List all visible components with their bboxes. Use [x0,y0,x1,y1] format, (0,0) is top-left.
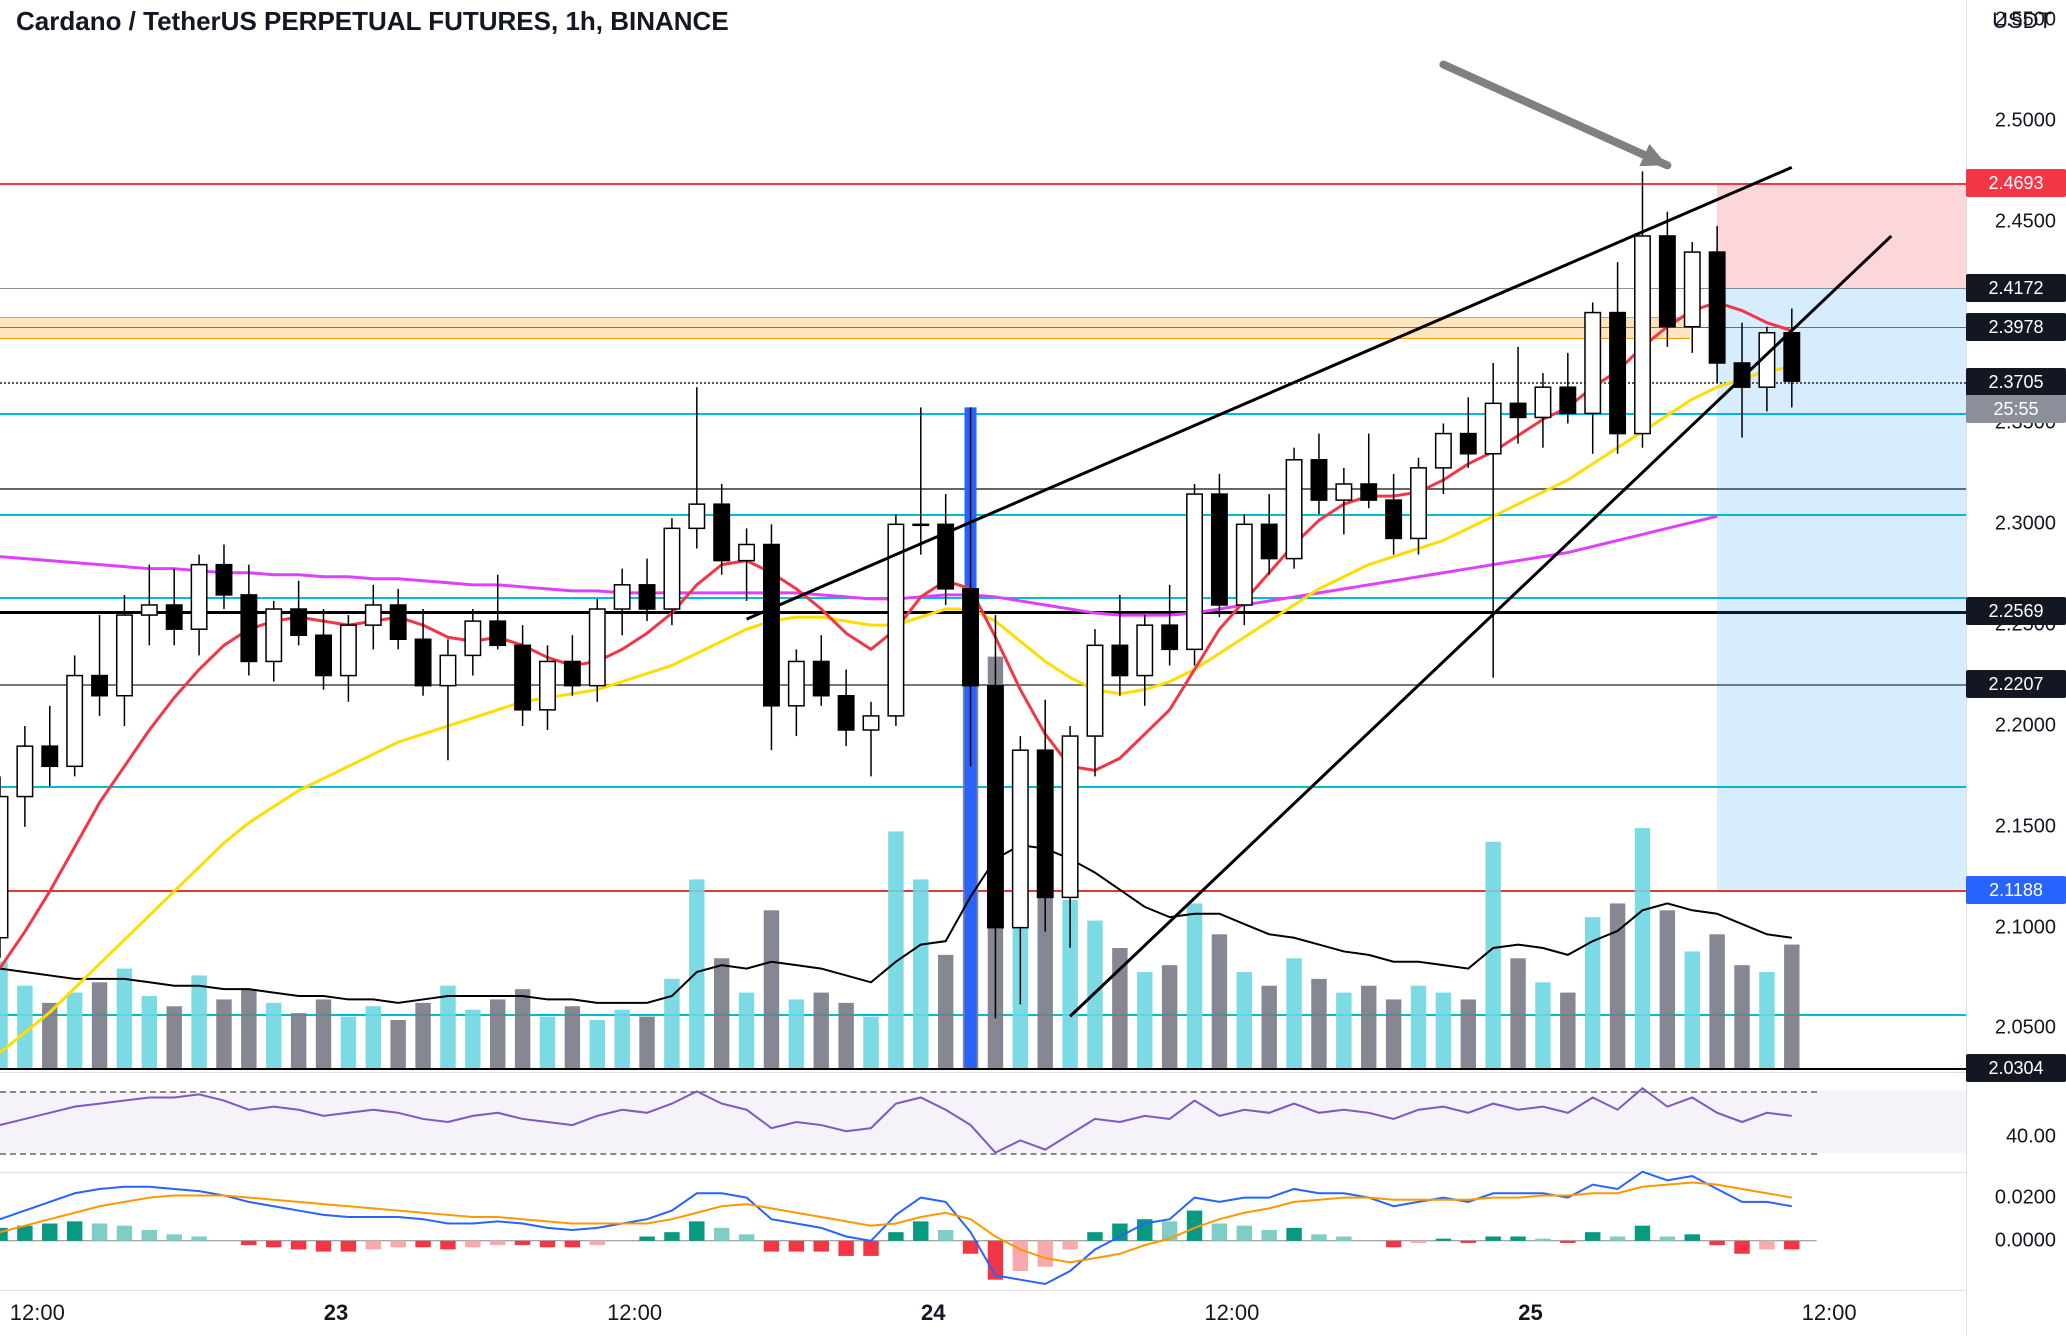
price-tag: 2.2207 [1966,670,2066,698]
price-tag: 25:55 [1966,395,2066,423]
price-tag: 2.3705 [1966,368,2066,396]
price-tag: 2.3978 [1966,313,2066,341]
price-tag: 2.1188 [1966,876,2066,904]
chart-root: Cardano / TetherUS PERPETUAL FUTURES, 1h… [0,0,2066,1336]
chart-area[interactable] [0,0,1966,1290]
price-tag: 2.4693 [1966,169,2066,197]
time-axis[interactable]: 12:002312:002412:002512:002612:0027 [0,1290,1966,1336]
price-tag: 2.4172 [1966,274,2066,302]
price-tag: 2.0304 [1966,1054,2066,1082]
symbol-title: Cardano / TetherUS PERPETUAL FUTURES, 1h… [16,6,729,37]
price-axis[interactable]: USDT 2.55002.50002.45002.40002.35002.300… [1966,0,2066,1336]
price-tag: 2.2569 [1966,597,2066,625]
